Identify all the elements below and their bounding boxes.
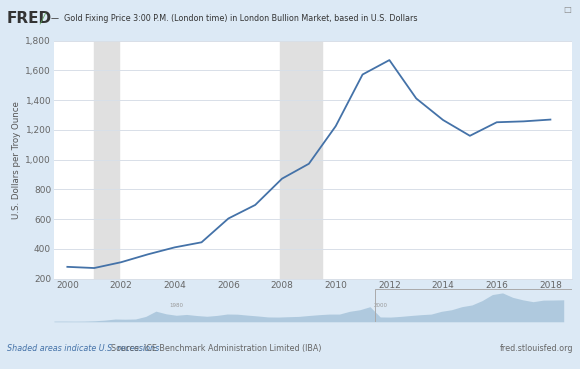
Text: fred.stlouisfed.org: fred.stlouisfed.org (499, 344, 573, 353)
Y-axis label: U.S. Dollars per Troy Ounce: U.S. Dollars per Troy Ounce (12, 101, 21, 218)
Text: Source: ICE Benchmark Administration Limited (IBA): Source: ICE Benchmark Administration Lim… (111, 344, 322, 353)
Bar (375, 289, 572, 322)
Text: 1980: 1980 (169, 303, 183, 308)
Text: —  Gold Fixing Price 3:00 P.M. (London time) in London Bullion Market, based in : — Gold Fixing Price 3:00 P.M. (London ti… (51, 14, 418, 23)
Text: Shaded areas indicate U.S. recessions: Shaded areas indicate U.S. recessions (7, 344, 159, 353)
Text: ╱: ╱ (39, 13, 45, 24)
Bar (280, 41, 322, 279)
Text: 2000: 2000 (373, 303, 387, 308)
Text: FRED: FRED (7, 11, 52, 26)
Bar (94, 41, 119, 279)
Text: □: □ (563, 5, 571, 14)
